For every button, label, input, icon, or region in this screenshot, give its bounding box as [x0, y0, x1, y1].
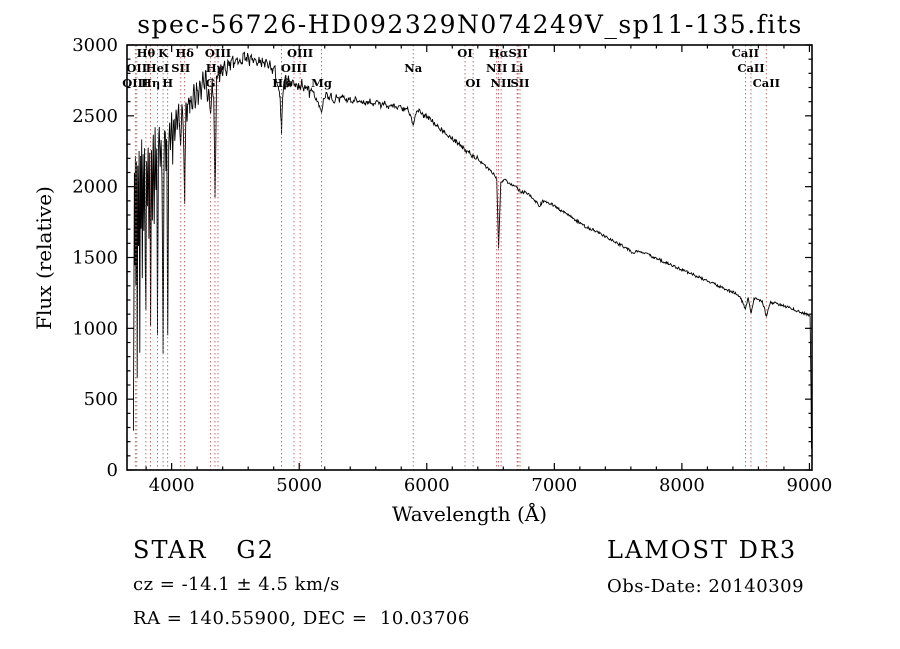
x-tick-label: 9000	[787, 475, 833, 496]
y-tick-label: 1000	[72, 318, 118, 339]
line-marker-label: SII	[510, 76, 529, 90]
y-tick-label: 500	[84, 389, 118, 410]
line-marker-label: SII	[509, 46, 528, 60]
line-marker-label: OIII	[205, 46, 231, 60]
x-tick-label: 7000	[531, 475, 577, 496]
line-marker-label: HeI	[146, 61, 170, 75]
line-marker-label: Mg	[311, 76, 332, 90]
line-marker-label: Hδ	[175, 46, 194, 60]
line-marker-label: NII	[486, 61, 507, 75]
line-marker-label: OIII	[281, 61, 307, 75]
line-marker-label: CaII	[732, 46, 759, 60]
axes-group: 4000 5000 6000 7000 8000 9000 0 500 1000 1500 2000…	[72, 35, 832, 496]
line-markers-group: OIIIOIIHθHηHeIKHSIIHδGHγOIIIHβOIIIOIIIMg…	[122, 45, 780, 470]
line-marker-label: SII	[171, 61, 190, 75]
line-marker-label: NII	[490, 76, 511, 90]
line-marker-label: Hβ	[272, 76, 291, 90]
spectrum-line-group	[132, 51, 812, 449]
line-marker-label: Hα	[489, 46, 509, 60]
y-tick-label: 2500	[72, 106, 118, 127]
line-marker-label: H	[162, 76, 173, 90]
obs-date: Obs-Date: 20140309	[607, 576, 805, 597]
line-marker-label: Hγ	[206, 61, 225, 75]
line-marker-label: OI	[457, 46, 472, 60]
x-tick-label: 8000	[659, 475, 705, 496]
y-tick-label: 0	[107, 460, 118, 481]
line-marker-label: G	[206, 76, 216, 90]
survey-label: LAMOST DR3	[607, 536, 798, 564]
line-marker-label: OI	[465, 76, 480, 90]
line-marker-label: K	[158, 46, 169, 60]
line-marker-label: OIII	[122, 76, 148, 90]
spectrum-line	[132, 51, 812, 449]
line-marker-label: CaII	[753, 76, 780, 90]
line-marker-label: Na	[404, 61, 423, 75]
line-marker-label: Hη	[141, 76, 160, 90]
x-tick-label: 6000	[404, 475, 450, 496]
object-class-label: STAR G2	[133, 536, 275, 564]
line-marker-label: CaII	[737, 61, 764, 75]
y-tick-label: 3000	[72, 35, 118, 56]
line-marker-label: Li	[511, 61, 524, 75]
x-tick-label: 5000	[276, 475, 322, 496]
x-axis-label: Wavelength (Å)	[391, 502, 548, 526]
y-axis-label: Flux (relative)	[32, 186, 56, 330]
line-marker-label: OIII	[287, 46, 313, 60]
y-tick-label: 2000	[72, 177, 118, 198]
plot-title: spec-56726-HD092329N074249V_sp11-135.fit…	[137, 10, 803, 39]
x-tick-label: 4000	[149, 475, 195, 496]
line-marker-label: OII	[126, 61, 147, 75]
y-tick-label: 1500	[72, 248, 118, 269]
plot-frame	[126, 44, 813, 471]
cz-value: cz = -14.1 ± 4.5 km/s	[133, 574, 340, 595]
coordinates: RA = 140.55900, DEC = 10.03706	[133, 608, 470, 629]
